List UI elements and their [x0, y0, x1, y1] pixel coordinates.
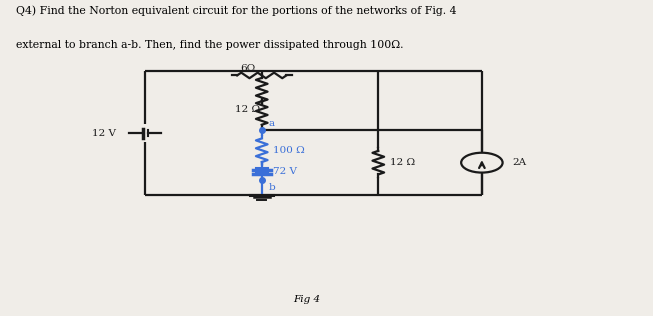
Text: Fig 4: Fig 4 [293, 295, 321, 304]
Text: 12 V: 12 V [92, 129, 116, 138]
Circle shape [461, 153, 503, 173]
Text: 12 Ω: 12 Ω [390, 158, 415, 167]
Text: 12 Ω: 12 Ω [235, 105, 260, 114]
Text: 2A: 2A [513, 158, 526, 167]
Text: a: a [268, 119, 274, 128]
Text: b: b [268, 183, 275, 191]
Text: 100 Ω: 100 Ω [274, 146, 305, 155]
Text: 72 V: 72 V [274, 167, 297, 176]
Text: 6Ω: 6Ω [240, 64, 255, 73]
Text: Q4) Find the Norton equivalent circuit for the portions of the networks of Fig. : Q4) Find the Norton equivalent circuit f… [16, 6, 456, 16]
Text: external to branch a-b. Then, find the power dissipated through 100Ω.: external to branch a-b. Then, find the p… [16, 40, 403, 50]
